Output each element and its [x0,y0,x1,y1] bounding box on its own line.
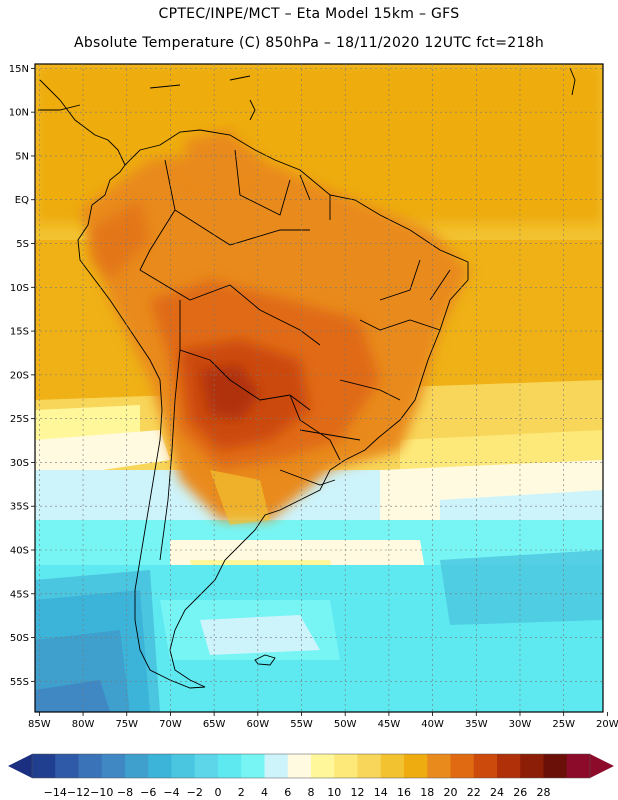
colorbar-swatch [497,754,521,778]
lon-label: 60W [247,719,270,730]
lat-label: 10S [10,283,29,294]
lat-label: 55S [10,677,29,688]
colorbar-swatch [450,754,475,778]
lon-label: 50W [334,719,357,730]
lon-label: 55W [290,719,313,730]
colorbar-label: 4 [261,786,268,799]
colorbar-label: 2 [238,786,245,799]
colorbar-swatch [218,754,242,778]
lon-label: 65W [203,719,226,730]
lat-label: 5N [15,151,29,162]
colorbar-swatch [125,754,149,778]
lon-label: 45W [378,719,401,730]
latitude-labels: 15N 10N 5N EQ 5S 10S 15S 20S 25S 30S 35S 40S 45S 50S 5… [9,64,35,688]
graticule [35,64,603,712]
lat-label: 15N [9,64,29,75]
colorbar-label: 26 [513,786,527,799]
colorbar-swatch [55,754,79,778]
colorbar-label: 8 [308,786,315,799]
colorbar-swatch [194,754,219,778]
colorbar-label: −14 [44,786,67,799]
temperature-field [35,64,603,712]
lat-label: 25S [10,414,29,425]
colorbar-label: −10 [90,786,113,799]
colorbar-swatch [334,754,358,778]
lat-label: 10N [9,108,29,119]
lon-label: 40W [421,719,444,730]
longitude-labels: 85W 80W 75W 70W 65W 60W 55W 50W 45W 40W 35W 30W 25W 2… [28,712,618,730]
colorbar-label: 14 [374,786,388,799]
lat-label: 20S [10,370,29,381]
colorbar-swatch [78,754,103,778]
lat-label: 5S [16,239,29,250]
lat-label: 45S [10,589,29,600]
lon-label: 30W [509,719,532,730]
colorbar-label: 16 [397,786,411,799]
colorbar-swatch [311,754,335,778]
colorbar-swatch [520,754,544,778]
lon-label: 35W [465,719,488,730]
lat-label: 50S [10,633,29,644]
colorbar-label: 12 [351,786,365,799]
colorbar-max-arrow [590,754,614,778]
colorbar-swatch [543,754,568,778]
colorbar-label: 22 [467,786,481,799]
lon-label: 70W [159,719,182,730]
colorbar-label: −8 [117,786,133,799]
colorbar-label: 10 [327,786,341,799]
lat-label: 30S [10,458,29,469]
lat-label: EQ [15,195,29,206]
colorbar-label: 6 [284,786,291,799]
map-frame [34,63,604,713]
colorbar-swatch [148,754,172,778]
colorbar-swatch [566,754,591,778]
colorbar-label: 20 [444,786,458,799]
colorbar-swatch [473,754,498,778]
colorbar-swatch [357,754,382,778]
colorbar-swatch [264,754,289,778]
colorbar-swatch [171,754,196,778]
colorbar-min-arrow [8,754,32,778]
colorbar-label: 0 [215,786,222,799]
colorbar-label: −12 [67,786,90,799]
lon-label: 25W [552,719,575,730]
colorbar [8,753,614,779]
colorbar-swatch [380,754,405,778]
colorbar-swatch [241,754,265,778]
colorbar-swatch [427,754,451,778]
colorbar-swatch [101,754,126,778]
lat-label: 35S [10,502,29,513]
lon-label: 20W [596,719,618,730]
lat-label: 15S [10,327,29,338]
lon-label: 75W [115,719,138,730]
colorbar-labels: −14 −12 −10 −8 −6 −4 −2 0 2 4 6 8 10 12 14 16 18 20 22 24 26… [44,786,551,799]
colorbar-swatch [32,754,56,778]
colorbar-swatch [404,754,428,778]
map-title: CPTEC/INPE/MCT – Eta Model 15km – GFS [158,6,460,22]
colorbar-label: 28 [537,786,551,799]
colorbar-frame [31,753,591,779]
lat-label: 40S [10,546,29,557]
colorbar-swatch [287,754,312,778]
colorbar-label: −6 [140,786,156,799]
coastlines [38,67,576,689]
colorbar-label: −2 [187,786,203,799]
colorbar-label: −4 [163,786,179,799]
lon-label: 80W [72,719,95,730]
lon-label: 85W [28,719,51,730]
colorbar-label: 18 [420,786,434,799]
map-subtitle: Absolute Temperature (C) 850hPa – 18/11/… [73,35,545,51]
colorbar-label: 24 [490,786,504,799]
